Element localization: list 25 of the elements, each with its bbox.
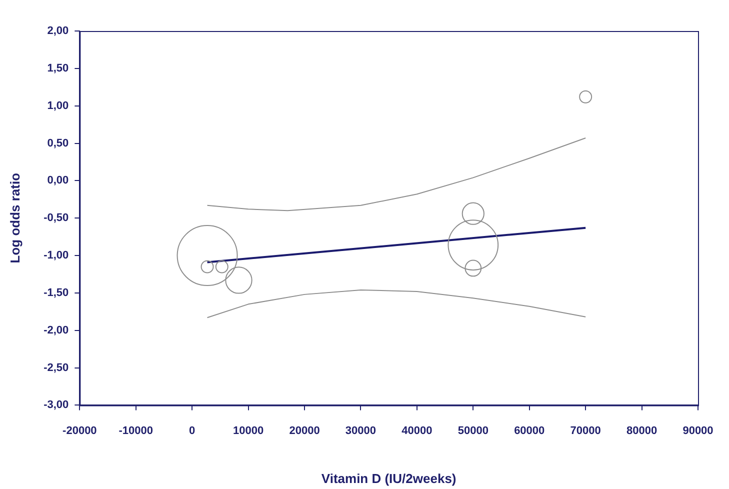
y-axis-title: Log odds ratio (7, 172, 22, 264)
x-tick-label: 10000 (233, 424, 264, 437)
x-axis-title: Vitamin D (IU/2weeks) (321, 470, 456, 486)
x-tick-label: 90000 (682, 424, 714, 437)
y-tick-label: 1,50 (47, 62, 69, 74)
x-tick-label: 0 (189, 424, 196, 437)
y-tick-label: 0,50 (47, 137, 69, 150)
y-tick-label: -1,50 (44, 286, 69, 299)
x-tick-label: 50000 (458, 424, 488, 437)
y-tick-label: -2,50 (44, 362, 69, 374)
x-tick-label: 80000 (626, 424, 658, 437)
x-tick-label: 70000 (570, 424, 601, 437)
y-tick-label: -3,00 (44, 399, 69, 412)
y-tick-label: 0,00 (47, 174, 69, 187)
x-tick-label: 60000 (514, 424, 545, 437)
y-tick-label: 2,00 (47, 25, 69, 38)
y-tick-label: 1,00 (47, 100, 69, 112)
x-tick-label: -20000 (62, 424, 97, 437)
y-tick-label: -1,00 (44, 250, 69, 262)
x-tick-label: 20000 (289, 424, 320, 437)
y-tick-label: -2,00 (44, 324, 69, 336)
x-tick-label: 30000 (345, 424, 376, 437)
y-tick-label: -0,50 (44, 212, 69, 224)
x-tick-label: 40000 (402, 424, 432, 437)
x-tick-label: -10000 (118, 424, 154, 437)
